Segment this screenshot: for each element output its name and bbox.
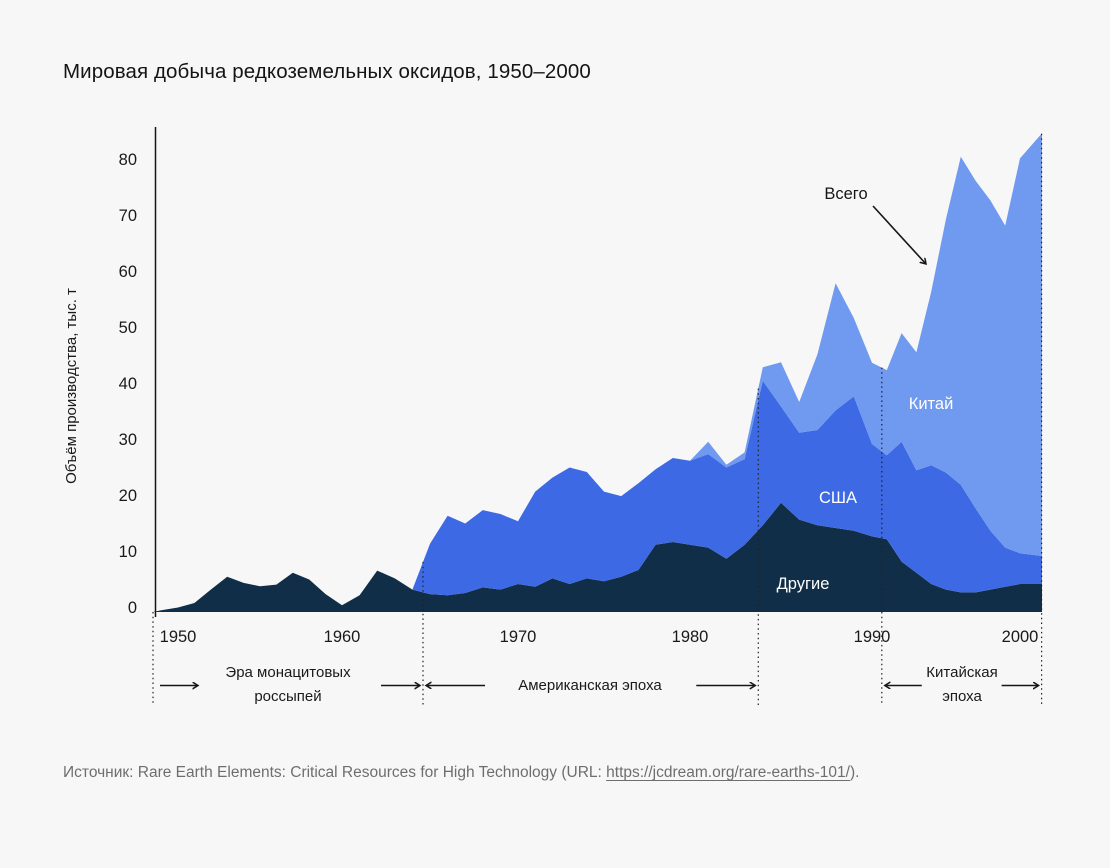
x-tick-label: 1990 xyxy=(854,628,891,646)
era-american-label: Американская эпоха xyxy=(518,677,662,694)
x-tick-label: 2000 xyxy=(1002,628,1039,646)
area-china xyxy=(690,133,1042,556)
area-usa xyxy=(412,380,1042,596)
y-tick-label: 50 xyxy=(119,319,137,337)
source-suffix: ). xyxy=(849,764,860,781)
china-area-label: Китай xyxy=(909,395,954,413)
era-monazite-label-line2: россыпей xyxy=(254,688,321,705)
y-tick-label: 0 xyxy=(128,599,137,617)
area-other xyxy=(153,502,1042,612)
y-tick-label: 40 xyxy=(119,375,137,393)
era-chinese-label-line2: эпоха xyxy=(942,688,982,705)
y-tick-label: 60 xyxy=(119,263,137,281)
y-tick-label: 80 xyxy=(119,151,137,169)
era-monazite-label-line1: Эра монацитовых xyxy=(225,664,351,681)
usa-area-label: США xyxy=(819,489,857,507)
y-tick-label: 10 xyxy=(119,543,137,561)
x-tick-label: 1980 xyxy=(672,628,709,646)
x-tick-label: 1950 xyxy=(160,628,197,646)
y-tick-label: 30 xyxy=(119,431,137,449)
other-area-label: Другие xyxy=(777,575,830,593)
total-arrow xyxy=(872,205,926,264)
chart-title: Мировая добыча редкоземельных оксидов, 1… xyxy=(63,60,591,83)
source-note: Источник: Rare Earth Elements: Critical … xyxy=(63,760,968,786)
source-prefix: Источник: Rare Earth Elements: Critical … xyxy=(63,764,607,781)
y-axis-title: Объём производства, тыс. т xyxy=(63,288,80,484)
x-tick-label: 1970 xyxy=(500,628,537,646)
x-tick-label: 1960 xyxy=(324,628,361,646)
source-link[interactable]: https://jcdream.org/rare-earths-101/ xyxy=(606,764,850,781)
era-chinese-label-line1: Китайская xyxy=(926,664,997,681)
y-tick-label: 20 xyxy=(119,487,137,505)
total-annotation: Всего xyxy=(824,185,867,203)
y-tick-label: 70 xyxy=(119,207,137,225)
